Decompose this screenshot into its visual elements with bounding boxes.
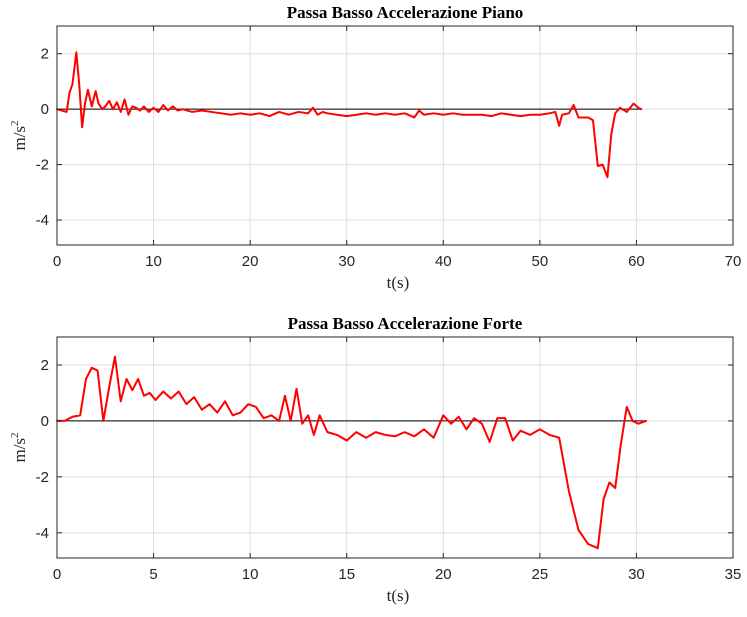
chart-forte: 0 5 10 15 20 25 30 35 -4 -2 0 2 Passa Basso Accelera… <box>9 314 741 605</box>
axes-frame <box>56 336 734 559</box>
y-tick-label: 0 <box>41 101 49 118</box>
x-tick-label: 70 <box>725 253 742 270</box>
x-tick-label: 50 <box>532 253 549 270</box>
chart-title: Passa Basso Accelerazione Piano <box>287 3 524 22</box>
x-tick-label: 5 <box>149 566 157 583</box>
x-tick-label: 40 <box>435 253 452 270</box>
y-axis-label-base: m/s <box>10 438 29 463</box>
x-tick-label: 0 <box>53 253 61 270</box>
plot-area <box>57 337 733 558</box>
x-tick-label: 0 <box>53 566 61 583</box>
y-axis-label-superscript: 2 <box>9 120 21 126</box>
y-tick-label: -4 <box>36 212 49 229</box>
plot-area <box>57 26 733 245</box>
axes-frame <box>56 25 734 246</box>
x-tick-label: 15 <box>338 566 355 583</box>
y-tick-label: -4 <box>36 525 49 542</box>
y-axis-label-superscript: 2 <box>9 432 21 438</box>
chart-piano: 0 10 20 30 40 50 60 70 -4 -2 0 2 Passa Basso Acceler… <box>9 3 741 292</box>
y-axis-label: m/s2 <box>9 120 29 150</box>
y-tick-label: 2 <box>41 46 49 63</box>
x-tick-label: 60 <box>628 253 645 270</box>
chart-title: Passa Basso Accelerazione Forte <box>288 314 523 333</box>
x-tick-label: 10 <box>145 253 162 270</box>
y-tick-label: -2 <box>36 157 49 174</box>
y-tick-label: -2 <box>36 469 49 486</box>
y-axis-label: m/s2 <box>9 432 29 462</box>
x-tick-label: 20 <box>242 253 259 270</box>
x-axis-label: t(s) <box>387 586 410 605</box>
x-tick-label: 10 <box>242 566 259 583</box>
x-tick-label: 25 <box>532 566 549 583</box>
series-line <box>56 51 643 179</box>
series-line <box>56 355 648 550</box>
y-tick-label: 2 <box>41 357 49 374</box>
x-axis-label: t(s) <box>387 273 410 292</box>
x-tick-label: 35 <box>725 566 742 583</box>
x-tick-label: 30 <box>628 566 645 583</box>
y-axis-label-base: m/s <box>10 126 29 151</box>
x-tick-label: 20 <box>435 566 452 583</box>
x-tick-label: 30 <box>338 253 355 270</box>
y-tick-label: 0 <box>41 413 49 430</box>
